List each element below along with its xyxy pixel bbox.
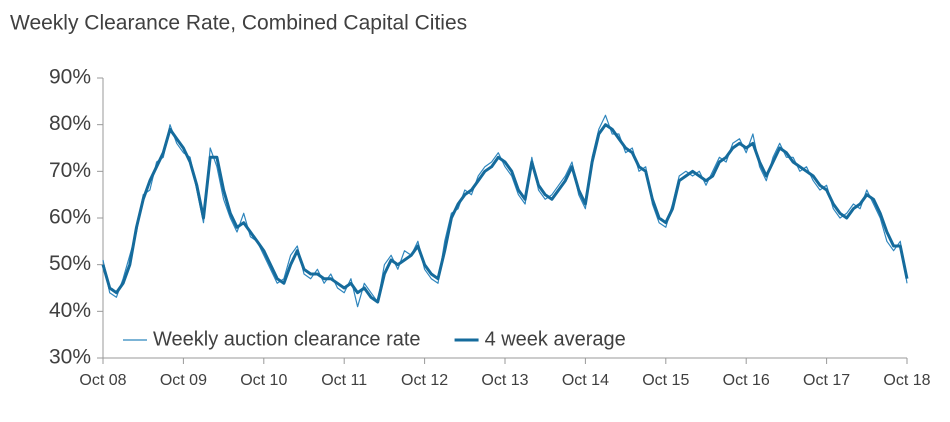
x-tick-label: Oct 12 (401, 372, 448, 389)
x-tick-label: Oct 08 (79, 372, 126, 389)
legend-label: Weekly auction clearance rate (153, 328, 421, 350)
y-tick-label: 80% (49, 112, 91, 135)
x-tick-label: Oct 16 (723, 372, 770, 389)
y-tick-label: 30% (49, 346, 91, 369)
x-tick-label: Oct 13 (481, 372, 528, 389)
y-tick-label: 50% (49, 252, 91, 275)
y-tick-label: 70% (49, 159, 91, 182)
chart-title: Weekly Clearance Rate, Combined Capital … (10, 12, 467, 35)
y-tick-label: 90% (49, 66, 91, 89)
series-line (102, 114, 908, 308)
x-tick-label: Oct 15 (642, 372, 689, 389)
x-tick-label: Oct 17 (803, 372, 850, 389)
series-line (101, 123, 909, 304)
x-tick-label: Oct 14 (562, 372, 609, 389)
x-tick-label: Oct 11 (321, 372, 367, 389)
x-tick-label: Oct 10 (240, 372, 287, 389)
legend-label: 4 week average (485, 328, 626, 350)
x-tick-label: Oct 18 (883, 372, 930, 389)
x-tick-label: Oct 09 (160, 372, 207, 389)
y-tick-label: 40% (49, 299, 91, 322)
y-tick-label: 60% (49, 206, 91, 229)
